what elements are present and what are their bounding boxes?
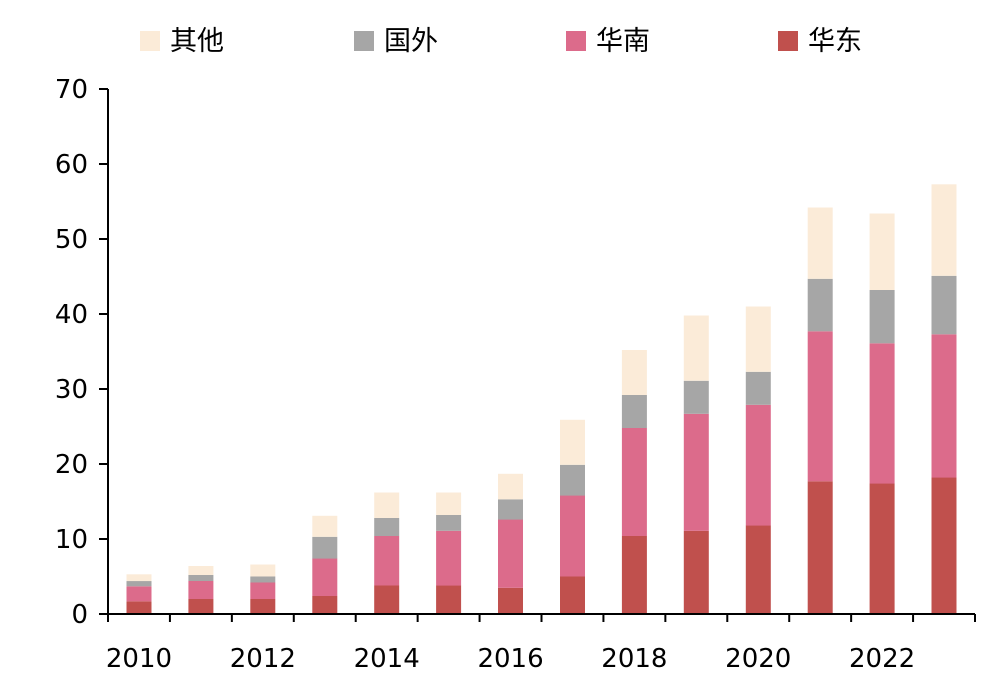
legend-swatch	[778, 31, 798, 51]
bar-segment-2018-s1	[621, 428, 647, 536]
bar-segment-2010-s2	[126, 581, 152, 587]
bar-segment-2017-s2	[560, 464, 585, 496]
bar-segment-2023-s2	[931, 275, 957, 335]
bar-segment-2010-s3	[126, 574, 152, 582]
bar-segment-2010-s1	[126, 586, 152, 602]
bar-segment-2017-s1	[560, 495, 585, 577]
bar-segment-2011-s3	[188, 566, 214, 575]
bar-segment-2023-s0	[931, 477, 957, 614]
legend-label: 国外	[384, 26, 438, 57]
bar-segment-2012-s0	[250, 599, 276, 614]
y-tick-label: 60	[55, 150, 88, 180]
bar-segment-2016-s2	[498, 499, 523, 520]
y-tick-label: 40	[55, 300, 88, 330]
bar-segment-2015-s2	[436, 515, 462, 531]
bar-segment-2021-s1	[807, 331, 833, 482]
bar-segment-2014-s0	[374, 585, 400, 614]
bar-segment-2020-s3	[745, 306, 771, 372]
bar-segment-2018-s3	[621, 350, 647, 395]
bar-segment-2019-s0	[683, 530, 709, 615]
y-tick-label: 70	[55, 75, 88, 105]
y-tick-label: 10	[55, 525, 88, 555]
legend-swatch	[140, 31, 160, 51]
bar-segment-2022-s2	[869, 290, 895, 344]
bar-segment-2022-s0	[869, 483, 895, 614]
bar-segment-2022-s3	[869, 213, 895, 290]
bar-segment-2016-s1	[498, 519, 523, 588]
bar-segment-2020-s2	[745, 371, 771, 405]
bar-segment-2015-s0	[436, 585, 462, 614]
bar-segment-2017-s0	[560, 576, 585, 614]
bar-segment-2021-s0	[807, 481, 833, 615]
bar-segment-2010-s0	[126, 601, 152, 615]
bar-segment-2018-s0	[621, 536, 647, 614]
x-tick-label: 2018	[601, 644, 667, 674]
bar-segment-2019-s2	[683, 380, 709, 414]
y-tick-label: 20	[55, 450, 88, 480]
bar-segment-2020-s0	[745, 525, 771, 614]
x-tick-label: 2010	[106, 644, 172, 674]
bar-segment-2021-s3	[807, 207, 833, 279]
y-tick-label: 30	[55, 375, 88, 405]
x-tick-label: 2016	[477, 644, 543, 674]
bar-segment-2014-s1	[374, 536, 400, 586]
bar-segment-2011-s1	[188, 581, 214, 599]
bars	[126, 184, 957, 615]
bar-segment-2013-s3	[312, 515, 338, 537]
legend-label: 华东	[808, 26, 862, 57]
bar-segment-2013-s1	[312, 558, 338, 596]
legend-swatch	[354, 31, 374, 51]
bar-segment-2013-s2	[312, 536, 338, 559]
bar-segment-2011-s2	[188, 575, 214, 581]
bar-segment-2017-s3	[560, 419, 585, 465]
x-axis: 2010 2012 2014 2016 2018 2020 2022	[106, 613, 976, 674]
bar-segment-2016-s3	[498, 473, 523, 500]
bar-segment-2012-s3	[250, 564, 276, 577]
bar-segment-2011-s0	[188, 599, 214, 614]
bar-segment-2015-s3	[436, 492, 462, 515]
x-tick-label: 2012	[230, 644, 296, 674]
bar-segment-2012-s1	[250, 582, 276, 599]
y-axis: 0 10 20 30 40 50 60 70	[55, 75, 109, 630]
bar-segment-2023-s3	[931, 184, 957, 276]
bar-segment-2014-s3	[374, 492, 400, 518]
bar-segment-2019-s3	[683, 315, 709, 381]
legend-label: 其他	[170, 26, 224, 57]
bar-segment-2014-s2	[374, 518, 400, 536]
bar-segment-2022-s1	[869, 343, 895, 484]
bar-segment-2020-s1	[745, 404, 771, 526]
bar-segment-2023-s1	[931, 334, 957, 478]
bar-segment-2012-s2	[250, 576, 276, 583]
bar-segment-2018-s2	[621, 395, 647, 428]
y-tick-label: 0	[71, 600, 88, 630]
bar-segment-2019-s1	[683, 413, 709, 531]
x-tick-label: 2022	[849, 644, 915, 674]
legend: 其他 国外 华南 华东	[140, 26, 862, 57]
bar-segment-2015-s1	[436, 530, 462, 586]
legend-label: 华南	[596, 26, 650, 57]
x-tick-label: 2014	[354, 644, 420, 674]
y-tick-label: 50	[55, 225, 88, 255]
bar-segment-2021-s2	[807, 278, 833, 332]
bar-segment-2013-s0	[312, 596, 338, 614]
legend-swatch	[566, 31, 586, 51]
x-tick-label: 2020	[725, 644, 791, 674]
bar-segment-2016-s0	[498, 587, 523, 615]
